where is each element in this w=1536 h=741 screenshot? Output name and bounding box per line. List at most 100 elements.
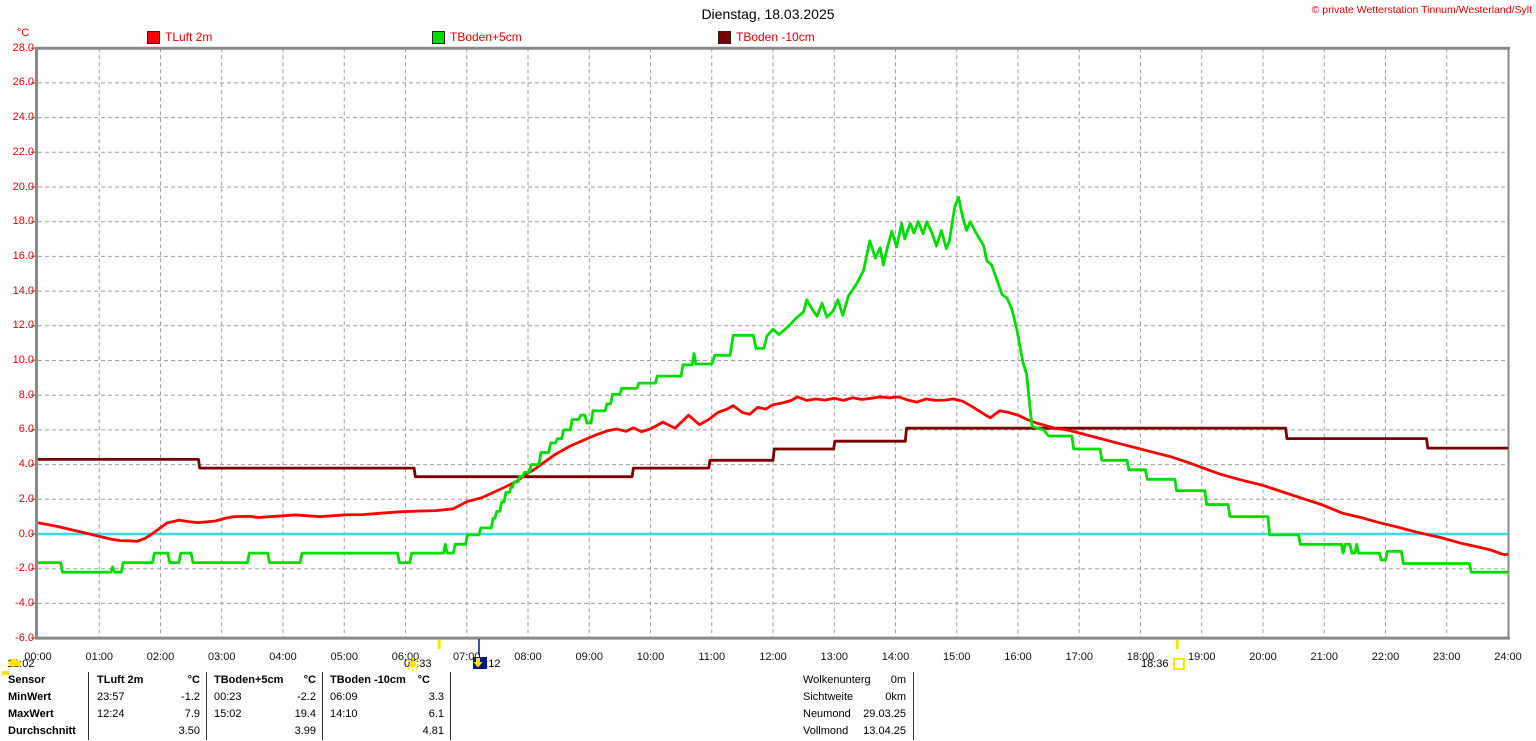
legend-label: TBoden+5cm [450,30,522,44]
y-tick-label: -6.0 [15,631,34,644]
y-tick-label: 18.0 [12,215,34,228]
y-tick-label: 28.0 [12,41,34,54]
y-tick-label: 8.0 [18,388,34,401]
info-label: Wolkenunterg [803,674,871,686]
sun-outline-icon [1172,657,1185,670]
moonrise-marker: 12:02 [7,657,35,670]
x-tick-label: 19:00 [1187,651,1216,663]
sensor-unit: °C [417,674,430,686]
x-tick-label: 16:00 [1004,651,1032,663]
y-tick-label: 2.0 [18,492,34,505]
legend-swatch-red [147,30,160,44]
x-tick-label: 23:00 [1432,651,1461,663]
y-tick-label: 24.0 [12,111,34,124]
avg-value: 4.81 [422,725,444,737]
x-tick-label: 13:00 [820,651,849,663]
y-tick-label: 4.0 [18,458,34,471]
x-tick-label: 17:00 [1065,651,1094,663]
page-title: Dienstag, 18.03.2025 [701,6,835,22]
sensor-name: TLuft 2m [97,674,144,686]
sensor-name: TBoden -10cm [330,674,406,686]
x-tick-label: 11:00 [698,651,726,663]
moonrise-edge-tick [2,671,9,675]
stats-col-label: MaxWert [8,708,54,720]
legend-swatch-green [432,30,445,44]
x-tick-label: 03:00 [207,651,236,663]
sunset-marker: 18:36 [1141,657,1185,670]
y-tick-label: -2.0 [15,562,34,575]
min-value: 3.3 [428,691,444,703]
x-tick-label: 20:00 [1249,651,1277,663]
info-value: 0km [885,691,906,703]
sensor-name: TBoden+5cm [214,674,284,686]
y-tick-label: 22.0 [12,145,34,158]
min-time: 06:09 [330,691,358,703]
x-tick-label: 15:00 [942,651,971,663]
stats-col-label: Sensor [8,674,46,686]
table-separator [206,672,207,740]
info-label: Sichtweite [803,691,854,703]
y-tick-label: 16.0 [12,249,34,262]
y-tick-label: 20.0 [12,180,34,193]
x-tick-label: 14:00 [881,651,910,663]
min-value: -2.2 [297,691,316,703]
stats-header-row: Sensor TLuft 2m °C TBoden+5cm °C TBoden … [0,672,960,689]
min-value: -1.2 [181,691,200,703]
sunrise-marker: 06:33 [404,657,432,672]
max-value: 19.4 [294,708,316,720]
y-tick-label: 10.0 [12,354,34,366]
stats-col-label: Durchschnitt [8,725,76,737]
moonset-arrow-icon [473,657,487,669]
info-label: Neumond [803,708,851,720]
x-tick-label: 12:00 [759,651,787,663]
y-tick-label: 6.0 [18,423,34,436]
avg-value: 3.50 [178,725,200,737]
y-tick-label: 12.0 [12,319,34,332]
x-tick-label: 10:00 [636,651,665,663]
table-separator [88,672,89,740]
x-tick-label: 05:00 [330,651,359,663]
info-separator [913,672,914,740]
x-tick-label: 22:00 [1371,651,1400,663]
y-tick-label: -4.0 [15,596,34,609]
stats-min-row: MinWert 23:57 -1.2 00:23 -2.2 06:09 3.3 … [0,689,960,706]
sun-icon [405,657,420,672]
x-tick-label: 24:00 [1494,651,1522,663]
stats-max-row: MaxWert 12:24 7.9 15:02 19.4 14:10 6.1 N… [0,706,960,723]
x-tick-label: 01:00 [85,651,114,663]
legend-item-tboden-5cm: TBoden+5cm [432,30,522,44]
table-separator [322,672,323,740]
legend-swatch-maroon [718,30,731,44]
info-value: 0m [890,674,906,686]
y-tick-label: 0.0 [18,527,34,540]
max-time: 15:02 [214,708,242,720]
x-tick-label: 09:00 [575,651,604,663]
min-time: 23:57 [97,691,125,703]
info-label: Vollmond [803,725,849,737]
avg-value: 3.99 [294,725,316,737]
moonrise-cloud-icon [8,658,21,667]
y-tick-label: 14.0 [12,284,34,297]
x-tick-label: 04:00 [269,651,297,663]
min-time: 00:23 [214,691,242,703]
max-time: 14:10 [330,708,358,720]
info-value: 13.04.25 [863,725,906,737]
x-tick-label: 02:00 [146,651,175,663]
legend-label: TLuft 2m [165,30,213,44]
stats-col-label: MinWert [8,691,52,703]
max-value: 6.1 [428,708,444,720]
max-time: 12:24 [97,708,125,720]
x-tick-label: 08:00 [514,651,542,663]
sunset-time: 18:36 [1141,657,1169,670]
sensor-unit: °C [303,674,316,686]
info-value: 29.03.25 [863,708,906,720]
copyright-notice: © private Wetterstation Tinnum/Westerlan… [1311,4,1532,16]
x-tick-label: 00:00 [24,651,52,663]
sensor-unit: °C [187,674,200,686]
stats-avg-row: Durchschnitt 3.50 3.99 4.81 Vollmond 13.… [0,723,960,740]
legend-item-tluft-2m: TLuft 2m [147,30,212,44]
moonset-marker: 07:12 [473,657,501,670]
table-separator [450,672,451,740]
